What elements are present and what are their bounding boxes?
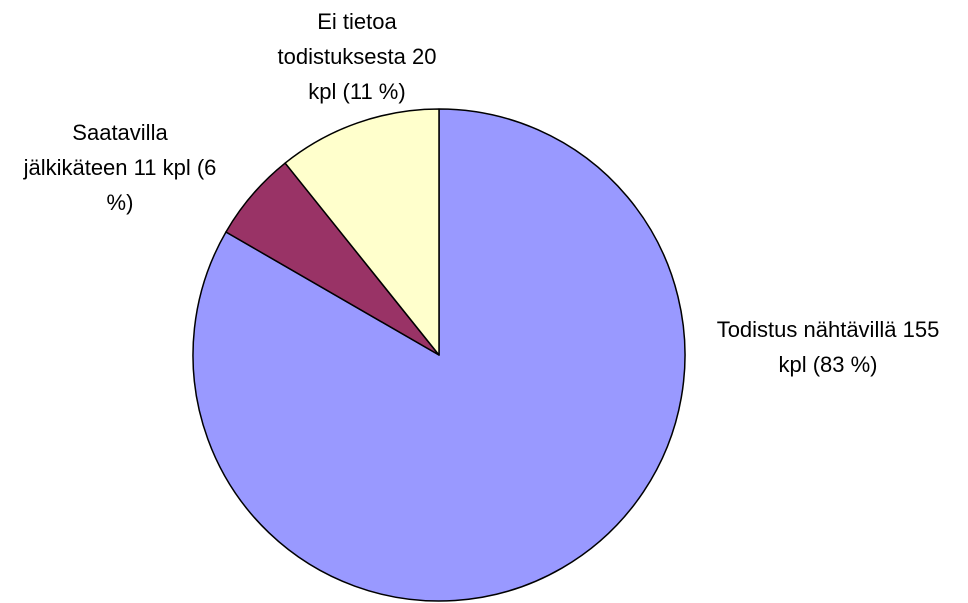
slice-label: Todistus nähtävillä 155 kpl (83 %): [708, 312, 948, 382]
pie-slice: [284, 108, 440, 356]
value-label: 20 kpl (11 %): [308, 44, 437, 104]
category-name: Saatavilla jälkikäteen: [23, 120, 168, 180]
value-label: 11 kpl (6 %): [106, 155, 217, 215]
pie-slice: [192, 108, 686, 602]
value-label: 155 kpl (83 %): [778, 317, 940, 377]
slice-label: Saatavilla jälkikäteen 11 kpl (6 %): [20, 115, 220, 220]
slice-label: Ei tietoa todistuksesta 20 kpl (11 %): [262, 4, 452, 109]
category-name: Todistus nähtävillä: [716, 317, 897, 342]
category-name: Ei tietoa todistuksesta: [277, 9, 406, 69]
